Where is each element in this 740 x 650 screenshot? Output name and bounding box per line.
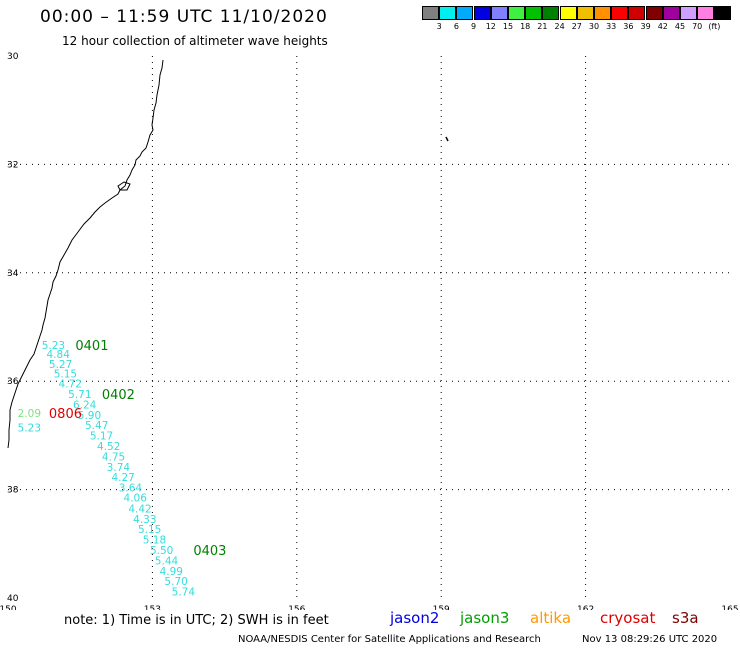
legend-swatch [662,6,680,20]
legend-swatch [439,6,457,20]
legend-swatch [680,6,697,20]
latitude-tick-label: 32 [7,160,18,170]
pass-time-label: 0401 [75,339,108,354]
longitude-labels: 150 153 156 159 162 165 [0,605,739,610]
pass-time-label: 0402 [102,388,135,403]
legend-label: 42 [657,22,668,31]
legend-swatch [473,6,491,20]
legend-label: 15 [502,22,514,31]
credit-line: NOAA/NESDIS Center for Satellite Applica… [238,634,541,645]
legend-swatch [714,6,732,20]
legend-label: 18 [520,22,531,31]
satellite-name: cryosat [600,609,656,627]
legend-label: (ft) [708,22,721,31]
legend-label: 24 [554,22,565,31]
legend-label: 6 [453,22,459,31]
legend-label: 70 [692,22,703,31]
legend-swatch [542,6,560,20]
swh-value-label: 5.50 [150,545,173,557]
swh-value-label: 4.27 [111,472,134,484]
legend-swatch [594,6,611,20]
legend-swatch [525,6,543,20]
latitude-tick-label: 30 [7,52,19,62]
legend-swatch [490,6,508,20]
pass-time-label: 0806 [49,407,82,422]
swh-value-label: 5.71 [68,389,91,401]
generated-timestamp: Nov 13 08:29:26 UTC 2020 [582,634,718,645]
coastal-island [117,181,131,191]
latitude-tick-label: 40 [7,594,19,604]
legend-swatch [645,6,663,20]
longitude-tick-label: 159 [433,605,450,610]
map-grid [8,56,730,598]
legend-label: 3 [436,22,442,31]
pass-time-labels: 0401 0402 0403 0806 [49,339,226,559]
swh-value-label: 5.18 [143,534,166,546]
longitude-tick-label: 162 [577,605,594,610]
pass-time-label: 0403 [193,544,226,559]
legend-label: 12 [485,22,496,31]
legend-swatch [576,6,594,20]
footer-note: note: 1) Time is in UTC; 2) SWH is in fe… [64,613,329,628]
latitude-labels: 30 32 34 36 38 40 [7,52,19,604]
legend-swatch [628,6,646,20]
swh-value-label: 4.72 [59,378,82,390]
satellite-name: s3a [672,609,699,627]
swh-value-label: 4.75 [102,452,125,464]
map-title: 00:00 – 11:59 UTC 11/10/2020 [40,7,328,27]
swh-value-label: 5.74 [172,586,196,598]
map-subtitle: 12 hour collection of altimeter wave hei… [62,34,328,48]
swh-value-label: 4.42 [128,504,151,516]
satellite-name: jason2 [390,609,440,627]
legend-swatch [697,6,715,20]
swh-value-label: 4.06 [124,493,148,505]
satellite-name: jason3 [460,609,510,627]
legend-label: 36 [623,22,634,31]
legend-label: 39 [640,22,651,31]
swh-value-label: 5.47 [85,420,108,432]
legend-label: 9 [471,22,477,31]
coastline [7,59,164,449]
latitude-tick-label: 34 [7,269,19,279]
wave-height-labels: 5.234.845.275.154.725.716.245.905.475.17… [18,340,196,599]
satellite-name: altika [530,609,572,627]
swh-value-label: 4.52 [97,441,120,453]
swh-value-label: 5.44 [155,556,179,568]
latitude-tick-label: 38 [7,486,19,496]
swh-value-label: 4.33 [133,514,156,526]
swh-value-label: 5.15 [54,369,77,381]
legend-swatch [508,6,525,20]
swh-value-label: 5.90 [78,410,101,422]
swh-value-label: 2.09 [18,408,41,420]
legend-swatch [422,6,439,20]
swh-value-label: 3.64 [119,482,143,494]
legend-label: 33 [606,22,617,31]
longitude-tick-label: 165 [721,605,738,610]
swh-value-label: 5.17 [90,430,113,442]
swh-value-label: 5.23 [18,422,41,434]
swh-value-label: 3.74 [107,462,131,474]
legend-swatch [559,6,577,20]
legend-label: 45 [674,22,686,31]
legend-swatch [456,6,474,20]
swh-value-label: 4.99 [160,566,183,578]
swh-value-label: 5.15 [138,524,161,536]
swh-value-label: 5.23 [42,340,65,352]
swh-value-label: 5.27 [49,359,72,371]
longitude-tick-label: 156 [288,605,305,610]
lord-howe-island [445,136,449,142]
legend-label: 21 [537,22,548,31]
longitude-tick-label: 150 [0,605,17,610]
swh-value-label: 4.84 [47,349,71,361]
swh-value-label: 5.70 [164,576,187,588]
longitude-tick-label: 153 [144,605,161,610]
legend-swatch [611,6,629,20]
swh-value-label: 6.24 [73,400,97,412]
legend-label: 27 [571,22,582,31]
legend-label: 30 [588,22,600,31]
latitude-tick-label: 36 [7,377,19,387]
